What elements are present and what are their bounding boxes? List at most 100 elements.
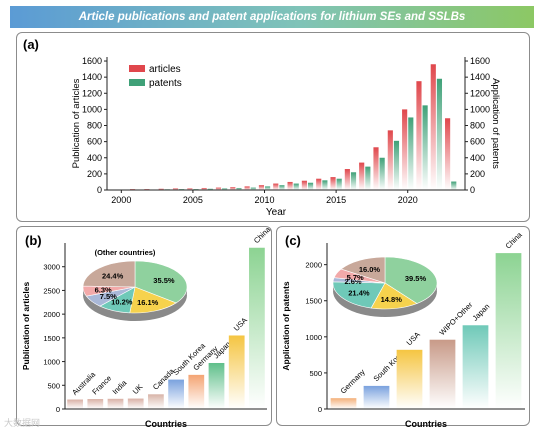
y2-tick-label: 200	[470, 169, 485, 179]
article-bar	[201, 187, 207, 190]
article-bar	[344, 169, 350, 190]
y-tick-label: 500	[309, 369, 322, 378]
patent-bar	[250, 187, 256, 190]
y-tick-label: 1600	[82, 56, 102, 66]
y-tick-label: 0	[97, 185, 102, 195]
x-tick-label: 2015	[326, 195, 346, 205]
patent-bar	[350, 172, 357, 190]
patent-bar	[422, 105, 428, 190]
article-bar	[244, 186, 250, 190]
x-tick-label: 2010	[255, 195, 275, 205]
pie-slice	[82, 260, 136, 288]
patent-bar	[408, 117, 414, 190]
pie-slice	[340, 256, 386, 284]
pie-slice-label: 39.5%	[405, 274, 427, 283]
country-bar	[87, 399, 104, 409]
article-bar	[359, 162, 365, 190]
patent-bar	[393, 140, 400, 190]
y-tick-label: 1500	[305, 297, 322, 306]
article-bar	[172, 188, 179, 190]
y2-tick-label: 0	[470, 185, 475, 195]
article-bar	[258, 185, 265, 190]
patent-bar	[207, 188, 213, 190]
pie-slice	[134, 260, 188, 304]
pie-slice-label: 16.0%	[359, 265, 381, 274]
article-bar	[187, 188, 193, 190]
country-label: Germany	[339, 367, 367, 395]
y-tick-label: 1400	[82, 72, 102, 82]
y-tick-label: 1000	[82, 104, 102, 114]
y-axis-label: Application of patents	[281, 281, 291, 371]
y2-axis-label: Application of patents	[490, 78, 501, 169]
patent-bar	[336, 178, 342, 190]
figure-banner-title: Article publications and patent applicat…	[10, 6, 534, 28]
country-bar	[228, 335, 245, 409]
y-tick-label: 400	[87, 153, 102, 163]
panel-b: (b) 0 500 1000 1500 2000 2500 3000 Australia Fran…	[16, 224, 273, 429]
y2-tick-label: 1600	[470, 56, 490, 66]
patent-bar	[307, 182, 314, 190]
country-bar	[107, 398, 124, 409]
x-tick-label: 2005	[183, 195, 203, 205]
panel-label: (b)	[25, 233, 42, 248]
article-bar	[215, 187, 222, 190]
y-tick-label: 0	[318, 405, 322, 414]
country-bar	[462, 325, 489, 409]
y-tick-label: 2000	[43, 310, 60, 319]
article-bar	[330, 177, 336, 190]
country-label: China	[504, 230, 525, 251]
pie-slice-label: 2.6%	[344, 277, 361, 286]
y-tick-label: 0	[56, 405, 60, 414]
legend-label-articles: articles	[149, 64, 181, 75]
panel-a-label: (a)	[23, 37, 39, 52]
article-bar	[230, 187, 236, 190]
country-bar	[208, 362, 225, 409]
patent-bar	[436, 78, 443, 190]
patent-bar	[451, 181, 457, 190]
country-bar	[188, 374, 205, 409]
country-bar	[148, 394, 164, 409]
y-axis-label: Publication of articles	[71, 78, 82, 168]
watermark-text: 大数据网	[4, 418, 41, 428]
country-bar	[429, 339, 456, 409]
pie-slice-label: 5.7%	[347, 273, 364, 282]
country-bar	[127, 398, 144, 409]
patent-bar	[379, 157, 385, 190]
x-axis-label: Countries	[145, 419, 187, 429]
y-tick-label: 1000	[305, 333, 322, 342]
y-axis-label: Publication of articles	[21, 282, 31, 371]
patent-bar	[365, 166, 371, 190]
y2-tick-label: 800	[470, 121, 485, 131]
country-bar	[396, 349, 423, 409]
pie-slice-label: 6.3%	[95, 286, 112, 295]
country-label: USA	[232, 316, 249, 333]
patent-bar	[279, 185, 285, 190]
country-bar	[330, 398, 357, 409]
patent-bar	[322, 180, 328, 190]
country-label: India	[111, 378, 129, 396]
pie-slice-label: 10.2%	[111, 298, 133, 307]
patent-bar	[236, 187, 242, 190]
article-bar	[402, 109, 408, 190]
country-bar	[249, 247, 265, 409]
y-tick-label: 2000	[305, 261, 322, 270]
article-bar	[301, 180, 307, 190]
article-bar	[430, 64, 436, 190]
x-axis-label: Countries	[405, 419, 447, 429]
article-bar	[416, 81, 422, 190]
patent-bar	[293, 183, 299, 190]
y2-tick-label: 400	[470, 153, 485, 163]
y-tick-label: 2500	[43, 286, 60, 295]
country-label: USA	[405, 330, 422, 347]
panel-a: (a) 0 0 200 200 400 400 600 600 800 800 1000 1000 120…	[16, 32, 530, 222]
legend-swatch-articles	[129, 65, 145, 72]
y-tick-label: 500	[47, 381, 60, 390]
pie-slice	[332, 281, 386, 309]
y2-tick-label: 1200	[470, 88, 490, 98]
pie-slice-label: 24.4%	[102, 271, 124, 280]
pie-slice-label: 14.8%	[381, 295, 403, 304]
pie-slice	[370, 282, 418, 310]
article-bar	[316, 178, 322, 190]
pie-slice-label: 16.1%	[137, 298, 159, 307]
